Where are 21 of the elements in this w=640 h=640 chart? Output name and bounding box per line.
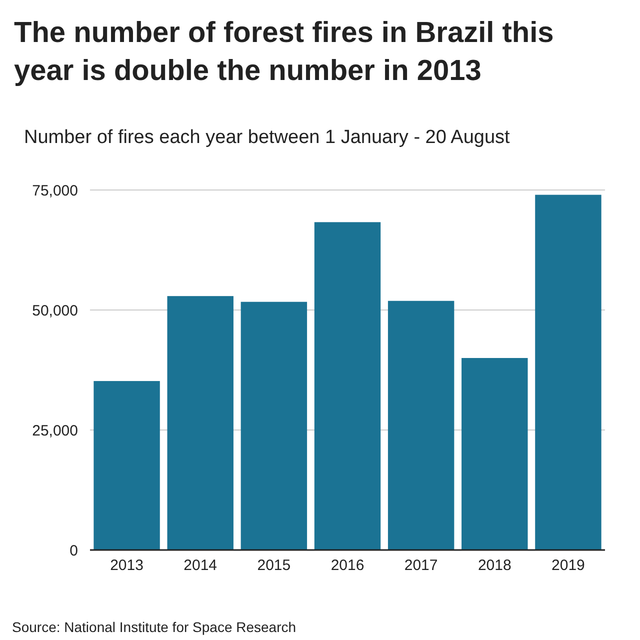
- x-tick-label: 2014: [184, 557, 218, 574]
- bar: [388, 300, 454, 550]
- x-tick-label: 2015: [257, 557, 291, 574]
- bar: [314, 222, 381, 550]
- bar: [535, 194, 602, 550]
- bar: [240, 302, 308, 550]
- source-note: Source: National Institute for Space Research: [12, 619, 296, 635]
- y-tick-label: 50,000: [32, 302, 78, 320]
- chart-subtitle: Number of fires each year between 1 January - 20 August: [24, 127, 511, 148]
- bar: [94, 381, 160, 550]
- y-tick-label: 0: [70, 542, 78, 560]
- x-tick-label: 2013: [110, 557, 144, 574]
- chart-title: The number of forest fires in Brazil this year is double the number in 2013: [14, 17, 554, 87]
- bar: [462, 358, 528, 550]
- y-tick-label: 75,000: [32, 182, 78, 200]
- x-tick-label: 2016: [330, 557, 364, 574]
- x-tick-label: 2019: [552, 557, 585, 574]
- y-tick-label: 25,000: [32, 422, 78, 440]
- x-tick-label: 2018: [478, 557, 512, 574]
- x-tick-label: 2017: [404, 557, 438, 574]
- bar: [167, 296, 234, 550]
